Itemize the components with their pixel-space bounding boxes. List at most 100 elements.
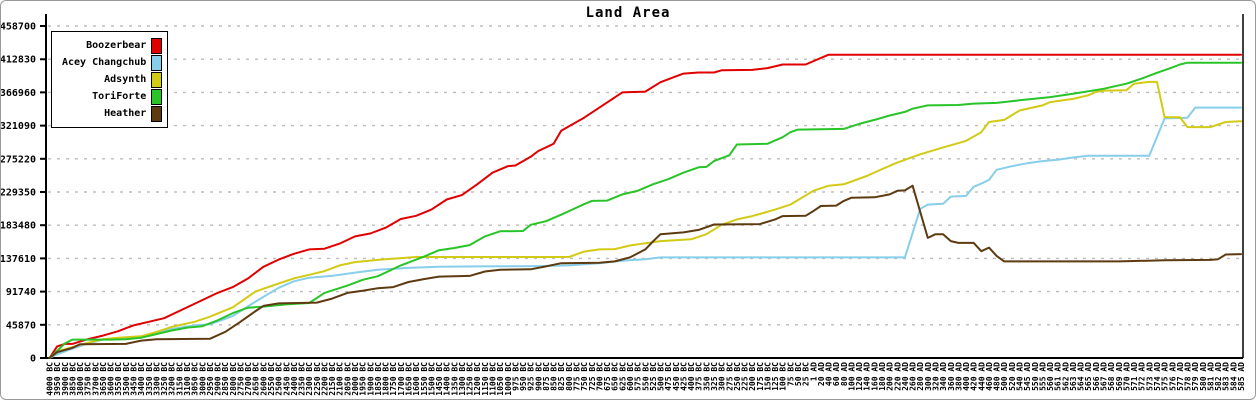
- x-tick-label: 300 AD: [924, 362, 933, 391]
- x-tick-label: 400 BC: [687, 362, 696, 391]
- legend-item: Adsynth: [62, 71, 163, 88]
- x-tick-label: 525 BC: [649, 362, 658, 391]
- x-tick-label: 569 AD: [1115, 362, 1124, 391]
- x-tick-label: 425 BC: [679, 362, 688, 391]
- x-tick-label: 775 BC: [573, 362, 582, 391]
- x-tick-label: 250 BC: [733, 362, 742, 391]
- x-tick-label: 580 AD: [1199, 362, 1208, 391]
- x-tick-label: 2050 BC: [343, 362, 352, 396]
- x-tick-label: 2000 BC: [351, 362, 360, 396]
- x-tick-label: 581 AD: [1206, 362, 1215, 391]
- x-tick-label: 3550 BC: [114, 362, 123, 396]
- x-tick-label: 100 AD: [847, 362, 856, 391]
- x-tick-label: 520 AD: [1008, 362, 1017, 391]
- x-tick-label: 555 AD: [1038, 362, 1047, 391]
- legend-item: Heather: [62, 105, 163, 122]
- y-tick-label: 229350: [1, 188, 36, 199]
- x-tick-label: 1950 BC: [359, 362, 368, 396]
- x-tick-label: 825 BC: [557, 362, 566, 391]
- x-tick-label: 375 BC: [695, 362, 704, 391]
- x-tick-label: 571 AD: [1130, 362, 1139, 391]
- x-tick-label: 360 AD: [947, 362, 956, 391]
- x-tick-label: 60 AD: [832, 362, 841, 386]
- x-tick-label: 3050 BC: [191, 362, 200, 396]
- x-tick-label: 125 BC: [771, 362, 780, 391]
- y-tick-label: 412830: [1, 55, 36, 66]
- x-tick-label: 2300 BC: [305, 362, 314, 396]
- x-tick-label: 1650 BC: [404, 362, 413, 396]
- y-tick-label: 45870: [6, 320, 36, 331]
- x-tick-label: 1400 BC: [443, 362, 452, 396]
- x-tick-label: 950 BC: [519, 362, 528, 391]
- x-tick-label: 578 AD: [1184, 362, 1193, 391]
- x-tick-label: 1700 BC: [397, 362, 406, 396]
- legend-swatch-heather: [151, 105, 163, 122]
- x-tick-label: 576 AD: [1168, 362, 1177, 391]
- x-tick-label: 140 AD: [863, 362, 872, 391]
- x-tick-label: 2800 BC: [229, 362, 238, 396]
- x-tick-label: 3300 BC: [152, 362, 161, 396]
- chart-title: Land Area: [585, 5, 671, 21]
- x-tick-label: 80 AD: [840, 362, 849, 386]
- x-tick-label: 1800 BC: [382, 362, 391, 396]
- legend-item: Acey Changchub: [62, 54, 163, 71]
- x-tick-label: 568 AD: [1107, 362, 1116, 391]
- x-tick-label: 2150 BC: [328, 362, 337, 396]
- x-tick-label: 561 AD: [1054, 362, 1063, 391]
- x-tick-label: 3400 BC: [137, 362, 146, 396]
- legend-label: Acey Changchub: [62, 57, 147, 68]
- legend-swatch-adsynth: [151, 71, 163, 88]
- x-tick-label: 1550 BC: [420, 362, 429, 396]
- x-tick-label: 150 BC: [763, 362, 772, 391]
- x-tick-label: 582 AD: [1214, 362, 1223, 391]
- x-tick-label: 480 AD: [993, 362, 1002, 391]
- x-tick-label: 3800 BC: [76, 362, 85, 396]
- x-tick-label: 460 AD: [985, 362, 994, 391]
- x-tick-label: 2100 BC: [336, 362, 345, 396]
- x-tick-label: 50 BC: [794, 362, 803, 386]
- y-tick-label: 0: [30, 354, 36, 365]
- x-tick-label: 100 BC: [779, 362, 788, 391]
- x-tick-label: 3450 BC: [130, 362, 139, 396]
- x-tick-label: 3250 BC: [160, 362, 169, 396]
- x-tick-label: 583 AD: [1222, 362, 1231, 391]
- x-tick-label: 1900 BC: [366, 362, 375, 396]
- x-tick-label: 2900 BC: [214, 362, 223, 396]
- y-tick-label: 137610: [1, 254, 36, 265]
- x-tick-label: 4000 BC: [46, 362, 55, 396]
- x-tick-label: 2600 BC: [259, 362, 268, 396]
- x-tick-label: 1000 BC: [504, 362, 513, 396]
- x-tick-label: 1250 BC: [466, 362, 475, 396]
- x-tick-label: 160 AD: [870, 362, 879, 391]
- y-tick-label: 183480: [1, 221, 36, 232]
- series-line-heather: [48, 184, 1242, 359]
- x-tick-label: 975 BC: [511, 362, 520, 391]
- x-tick-label: 200 BC: [748, 362, 757, 391]
- x-tick-label: 220 AD: [893, 362, 902, 391]
- x-tick-label: 440 AD: [977, 362, 986, 391]
- x-tick-label: 800 BC: [565, 362, 574, 391]
- legend-item: Boozerbear: [62, 37, 163, 54]
- x-tick-label: 3850 BC: [68, 362, 77, 396]
- x-tick-label: 350 BC: [702, 362, 711, 391]
- x-tick-label: 3100 BC: [183, 362, 192, 396]
- legend-label: Heather: [104, 108, 147, 119]
- x-tick-label: 585 AD: [1237, 362, 1246, 391]
- x-tick-label: 2350 BC: [298, 362, 307, 396]
- legend-label: ToriForte: [92, 91, 147, 102]
- x-tick-label: 1150 BC: [481, 362, 490, 396]
- x-tick-label: 240 AD: [901, 362, 910, 391]
- x-tick-label: 650 BC: [611, 362, 620, 391]
- x-tick-label: 3700 BC: [91, 362, 100, 396]
- x-tick-label: 1 AD: [809, 362, 818, 381]
- y-tick-label: 275220: [1, 154, 36, 165]
- x-tick-label: 2500 BC: [275, 362, 284, 396]
- x-tick-label: 545 AD: [1023, 362, 1032, 391]
- x-tick-label: 3650 BC: [99, 362, 108, 396]
- x-tick-label: 570 AD: [1122, 362, 1131, 391]
- legend-swatch-boozerbear: [151, 37, 163, 54]
- y-tick-label: 321090: [1, 121, 36, 132]
- legend-swatch-acey-changchub: [151, 54, 163, 71]
- x-tick-label: 275 BC: [725, 362, 734, 391]
- x-tick-label: 574 AD: [1153, 362, 1162, 391]
